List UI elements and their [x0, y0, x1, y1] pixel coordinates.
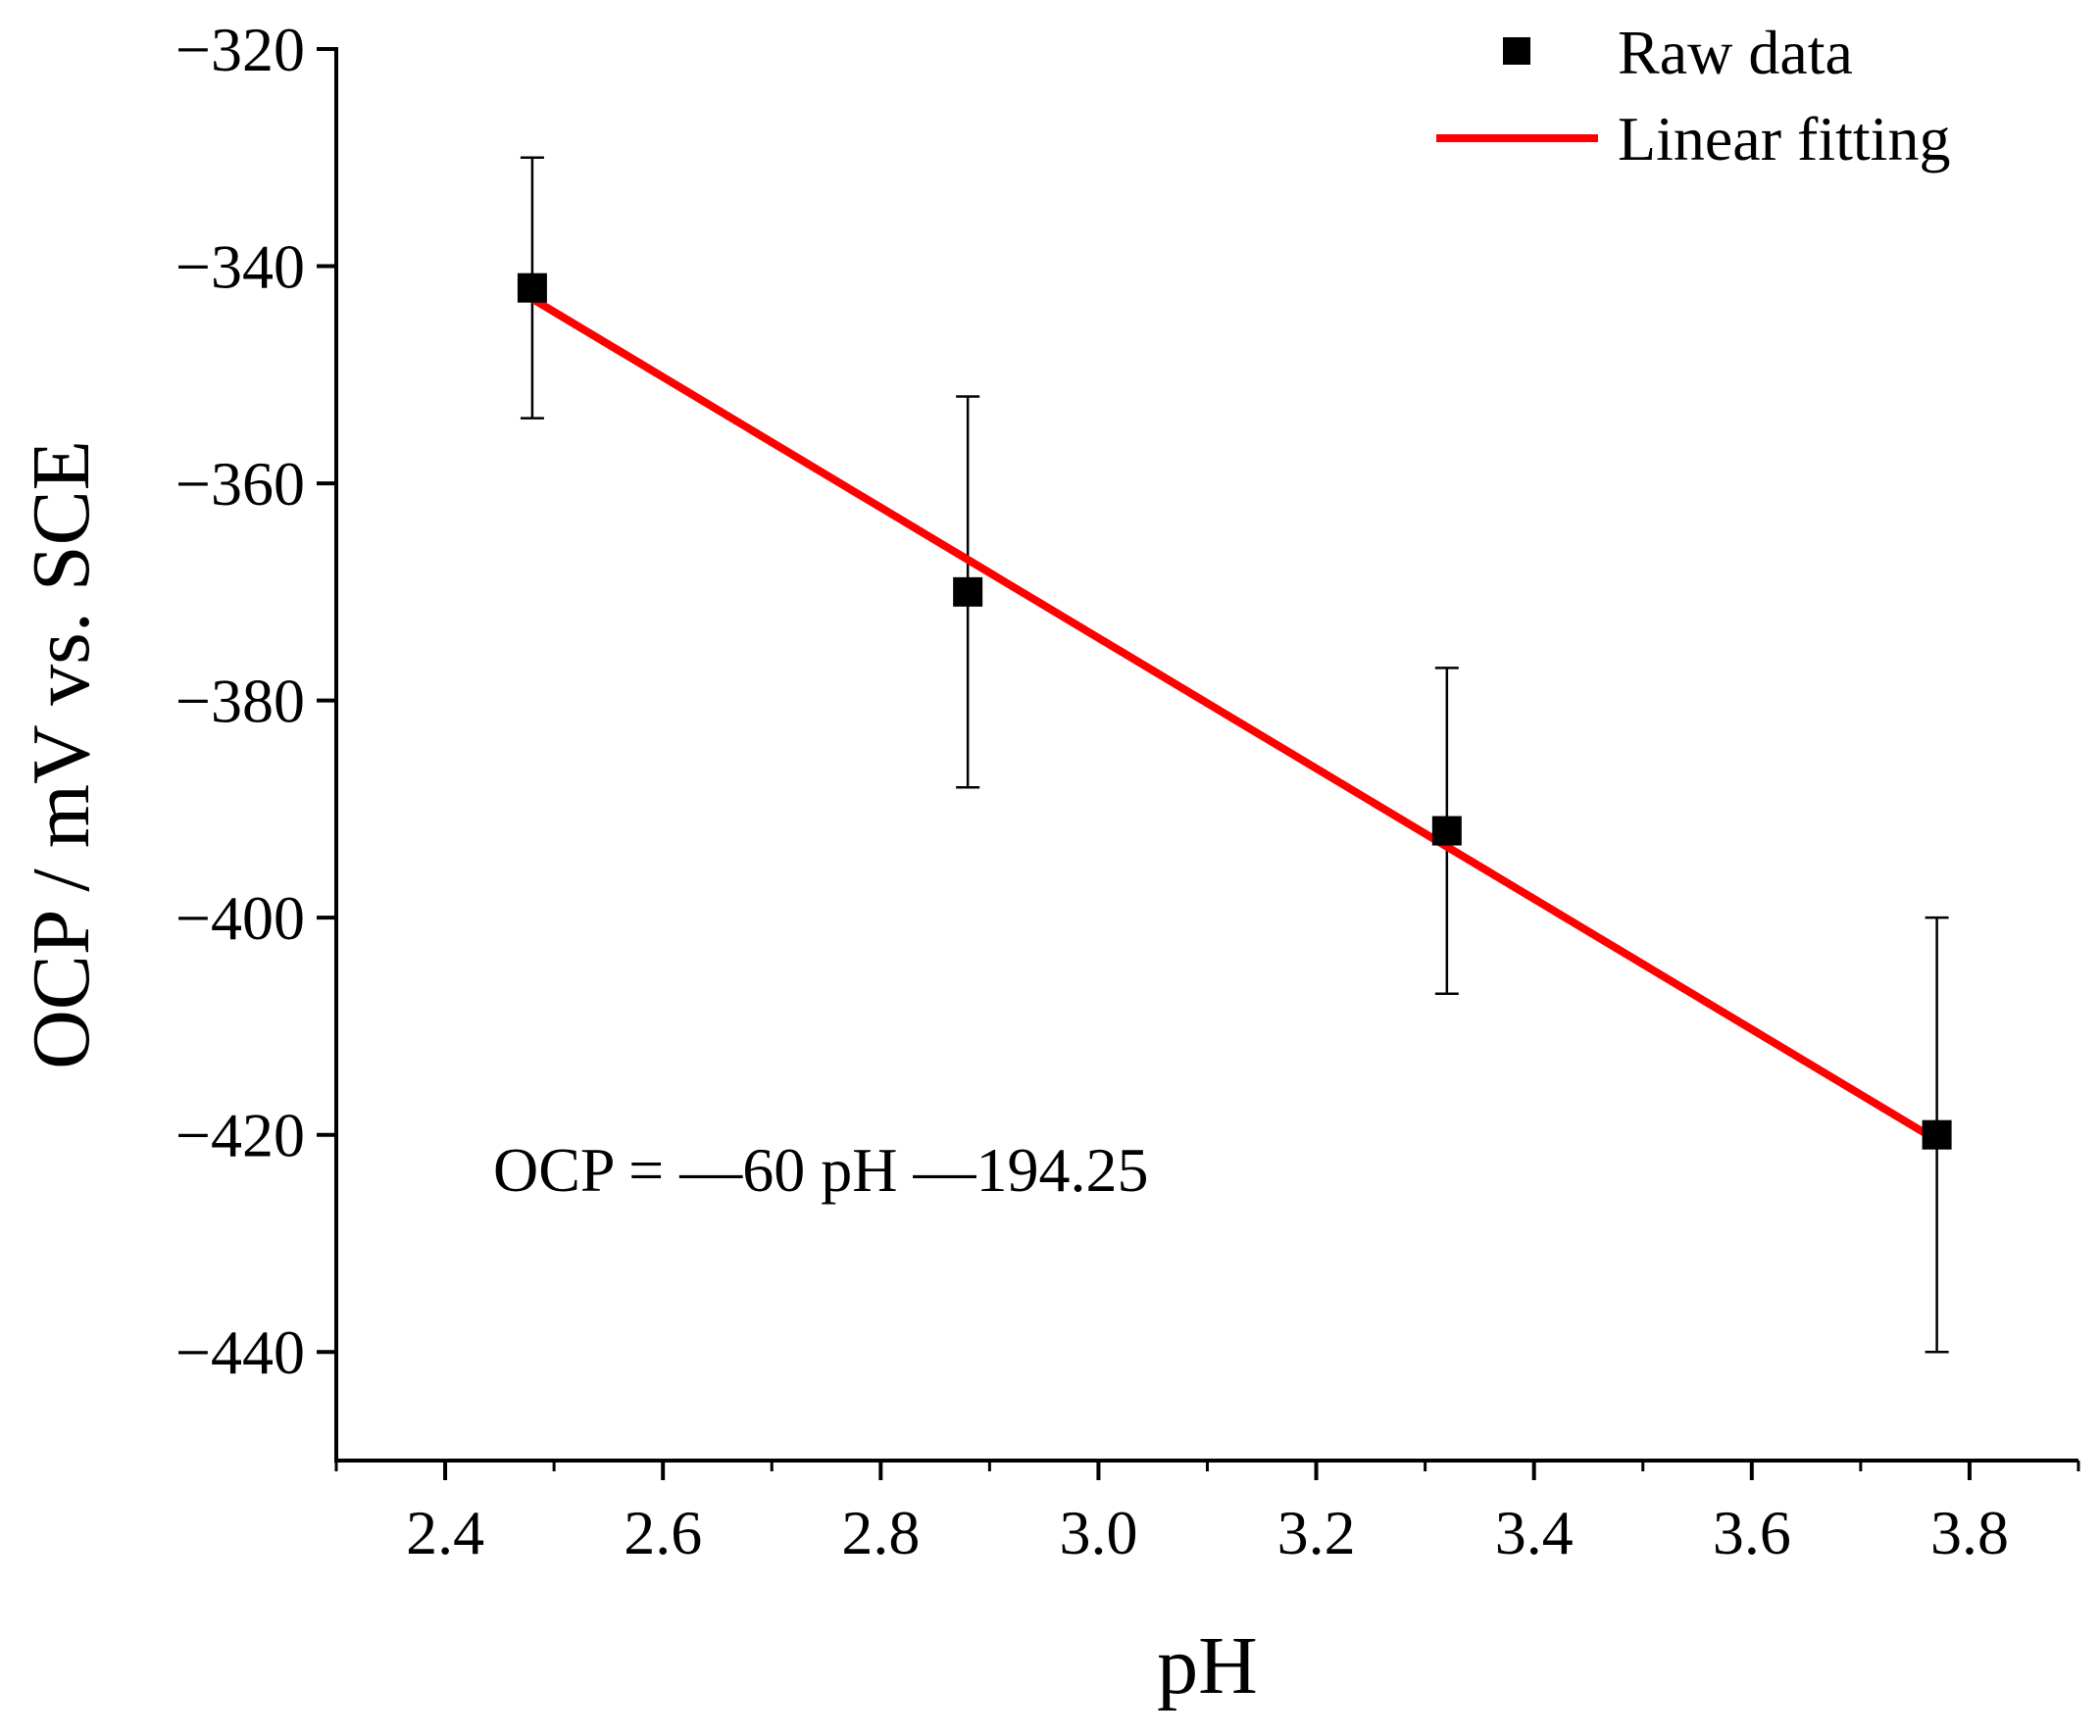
data-point — [953, 576, 983, 607]
legend-marker-raw-data — [1503, 37, 1530, 65]
data-point — [517, 273, 547, 303]
y-tick-label: −320 — [175, 15, 305, 84]
plot-area — [517, 156, 1952, 1354]
data-point — [1922, 1119, 1952, 1150]
y-tick-label: −400 — [175, 883, 305, 953]
legend-label-linear-fitting: Linear fitting — [1618, 104, 1950, 174]
x-tick-label: 2.8 — [841, 1498, 920, 1567]
y-axis-ticks: −320 −340 −360 −380 −400 −420 −440 — [175, 15, 336, 1387]
y-tick-label: −360 — [175, 449, 305, 519]
x-tick-label: 3.4 — [1495, 1498, 1574, 1567]
fit-line — [529, 295, 1939, 1144]
y-axis-title: OCP / mV vs. SCE — [16, 440, 107, 1069]
x-tick-label: 3.2 — [1277, 1498, 1356, 1567]
legend-label-raw-data: Raw data — [1618, 18, 1853, 87]
x-tick-label: 3.6 — [1713, 1498, 1791, 1567]
y-tick-label: −420 — [175, 1101, 305, 1170]
y-tick-label: −440 — [175, 1317, 305, 1387]
y-tick-label: −380 — [175, 667, 305, 736]
x-tick-label: 2.4 — [406, 1498, 484, 1567]
x-axis-ticks: 2.4 2.6 2.8 3.0 3.2 3.4 3.6 3.8 — [334, 1461, 2080, 1567]
x-tick-label: 3.0 — [1059, 1498, 1137, 1567]
x-axis-title: pH — [1157, 1620, 1258, 1711]
legend: Raw data Linear fitting — [1436, 18, 1950, 174]
fit-equation-annotation: OCP = —60 pH —194.25 — [493, 1135, 1148, 1205]
y-tick-label: −340 — [175, 232, 305, 302]
data-point — [1431, 816, 1462, 846]
x-tick-label: 3.8 — [1930, 1498, 2009, 1567]
x-tick-label: 2.6 — [624, 1498, 702, 1567]
